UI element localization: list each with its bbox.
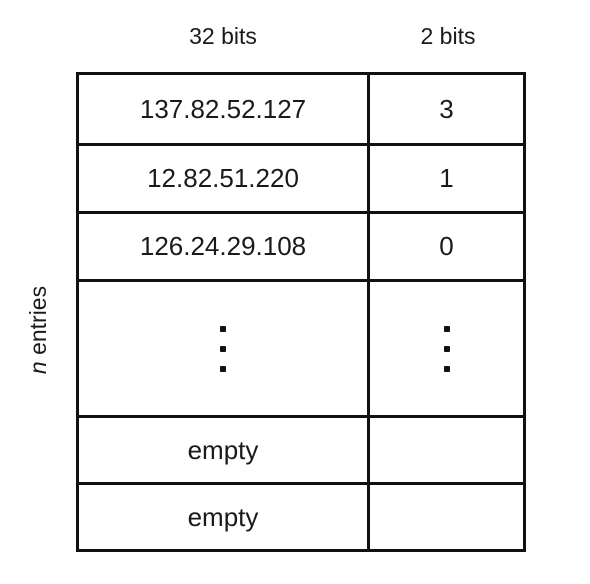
vertical-ellipsis-icon bbox=[443, 325, 450, 372]
empty-bits-cell bbox=[370, 485, 523, 549]
address-cell: 126.24.29.108 bbox=[79, 214, 370, 279]
entries-table: 137.82.52.127 3 12.82.51.220 1 126.24.29… bbox=[76, 72, 526, 552]
address-cell: 12.82.51.220 bbox=[79, 146, 370, 211]
vertical-ellipsis-icon bbox=[220, 325, 226, 372]
bits-cell: 0 bbox=[439, 231, 454, 261]
empty-row: empty bbox=[79, 482, 523, 549]
ellipsis-row bbox=[79, 279, 523, 415]
empty-row: empty bbox=[79, 415, 523, 482]
ellipsis-cell bbox=[79, 282, 370, 415]
column-header-32-bits: 32 bits bbox=[189, 23, 257, 49]
empty-address-cell: empty bbox=[79, 485, 370, 549]
table-row: 137.82.52.127 3 bbox=[79, 75, 523, 143]
empty-bits-cell bbox=[370, 418, 523, 482]
bits-cell: 1 bbox=[439, 163, 454, 193]
side-label-n-entries: n entries bbox=[24, 286, 52, 374]
column-header-2-bits: 2 bits bbox=[420, 23, 476, 49]
side-label-variable: n bbox=[25, 361, 51, 375]
table-row: 126.24.29.108 0 bbox=[79, 211, 523, 279]
table-row: 12.82.51.220 1 bbox=[79, 143, 523, 211]
ellipsis-cell bbox=[370, 282, 523, 415]
address-cell: 137.82.52.127 bbox=[79, 75, 370, 143]
side-label-text: entries bbox=[25, 285, 51, 355]
bits-cell: 3 bbox=[439, 93, 454, 124]
empty-address-cell: empty bbox=[79, 418, 370, 482]
